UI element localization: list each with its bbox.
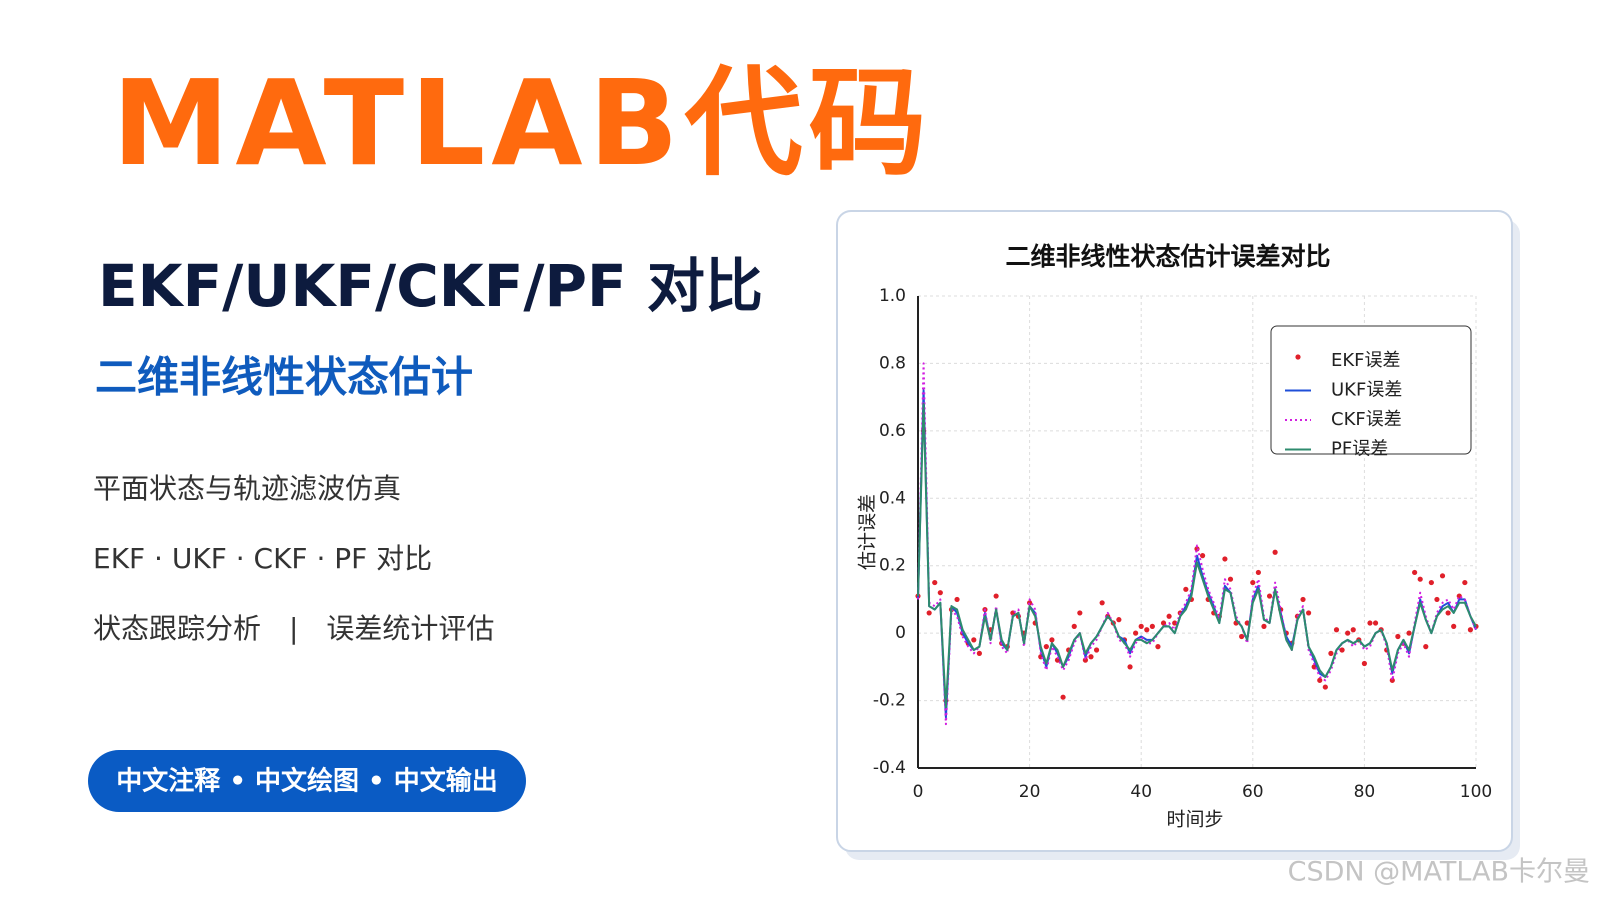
- chart-card: [836, 210, 1513, 852]
- main-title: MATLAB代码: [112, 54, 933, 192]
- data-point: [1239, 633, 1245, 640]
- data-point: [1133, 630, 1139, 636]
- data-point: [1155, 644, 1161, 650]
- feature: 平面状态与轨迹滤波仿真: [93, 472, 401, 505]
- feature: 状态跟踪分析 | 误差统计评估: [93, 612, 494, 645]
- data-point: [1395, 633, 1401, 640]
- data-point: [1467, 627, 1474, 633]
- x-tick-label: 60: [1242, 782, 1264, 802]
- data-point: [976, 650, 982, 656]
- data-point: [1093, 647, 1100, 653]
- y-tick-label: -0.4: [873, 758, 906, 778]
- data-point: [1300, 596, 1306, 603]
- feature: EKF · UKF · CKF · PF 对比: [93, 542, 432, 575]
- data-point: [1439, 573, 1446, 579]
- data-point: [1250, 579, 1256, 586]
- data-point: [1389, 677, 1395, 683]
- data-point: [1412, 569, 1418, 576]
- data-point: [1088, 654, 1094, 660]
- y-tick-label: 0.6: [879, 421, 906, 441]
- data-point: [1127, 664, 1133, 670]
- data-point: [1333, 627, 1340, 633]
- data-point: [1406, 630, 1412, 636]
- data-point: [1266, 593, 1273, 599]
- data-point: [1367, 620, 1373, 626]
- data-point: [1071, 623, 1077, 630]
- data-point: [1272, 549, 1278, 555]
- data-point: [1261, 623, 1267, 630]
- data-point: [1306, 610, 1312, 616]
- data-point: [1451, 623, 1457, 630]
- data-point: [1082, 657, 1088, 663]
- data-point: [932, 579, 938, 586]
- y-tick-label: 0: [895, 623, 906, 643]
- data-point: [1222, 556, 1228, 562]
- data-point: [926, 610, 932, 616]
- data-point: [1462, 579, 1468, 586]
- y-tick-label: 0.4: [879, 488, 906, 508]
- data-point: [993, 593, 999, 599]
- tagline: 二维非线性状态估计: [95, 353, 473, 402]
- data-point: [1428, 579, 1434, 586]
- x-axis-label: 时间步: [1166, 809, 1223, 831]
- series-line: [917, 402, 1477, 709]
- data-point: [971, 637, 977, 643]
- chart-title: 二维非线性状态估计误差对比: [1005, 242, 1330, 271]
- legend-label: PF误差: [1331, 439, 1388, 460]
- x-tick-label: 20: [1019, 782, 1041, 802]
- data-point: [1255, 569, 1261, 576]
- watermark: CSDN @MATLAB卡尔曼: [1288, 857, 1590, 888]
- data-point: [1144, 627, 1150, 633]
- data-point: [1149, 623, 1155, 630]
- data-point: [1345, 630, 1351, 636]
- data-point: [1160, 620, 1167, 626]
- data-point: [1166, 613, 1172, 619]
- subtitle: EKF/UKF/CKF/PF 对比: [98, 252, 763, 320]
- y-tick-label: 0.8: [879, 353, 906, 373]
- data-point: [1434, 596, 1440, 603]
- data-point: [1445, 610, 1451, 616]
- legend-label: UKF误差: [1331, 380, 1402, 401]
- y-tick-label: 1.0: [879, 286, 906, 306]
- data-point: [1172, 620, 1178, 626]
- data-point: [1361, 660, 1367, 667]
- y-axis-label: 估计误差: [857, 494, 879, 570]
- data-point: [1099, 600, 1105, 606]
- x-tick-label: 40: [1130, 782, 1152, 802]
- data-point: [1417, 576, 1423, 582]
- data-point: [1043, 644, 1049, 650]
- data-point: [1060, 694, 1066, 700]
- legend-label: CKF误差: [1331, 409, 1402, 430]
- x-tick-label: 0: [913, 782, 924, 802]
- data-point: [1322, 684, 1328, 690]
- data-point: [1317, 677, 1323, 683]
- badge: 中文注释 • 中文绘图 • 中文输出: [116, 766, 497, 797]
- y-tick-label: -0.2: [873, 691, 906, 711]
- legend-label: EKF误差: [1331, 350, 1401, 371]
- data-point: [1423, 644, 1429, 650]
- data-point: [1339, 647, 1345, 653]
- data-point: [1049, 637, 1055, 643]
- y-tick-label: 0.2: [879, 556, 906, 576]
- data-point: [1227, 576, 1234, 582]
- data-point: [1328, 650, 1334, 656]
- data-point: [1138, 623, 1144, 630]
- data-point: [937, 590, 943, 596]
- x-tick-label: 100: [1460, 782, 1492, 802]
- data-point: [1199, 553, 1206, 559]
- data-point: [1183, 586, 1189, 592]
- x-tick-label: 80: [1354, 782, 1376, 802]
- legend-box: [1270, 325, 1472, 455]
- data-point: [1350, 627, 1356, 633]
- badge-bg: [88, 750, 526, 812]
- data-point: [1077, 610, 1083, 616]
- data-point: [1116, 617, 1122, 623]
- legend-swatch: [1295, 354, 1301, 360]
- data-point: [954, 596, 960, 603]
- data-point: [1372, 620, 1379, 626]
